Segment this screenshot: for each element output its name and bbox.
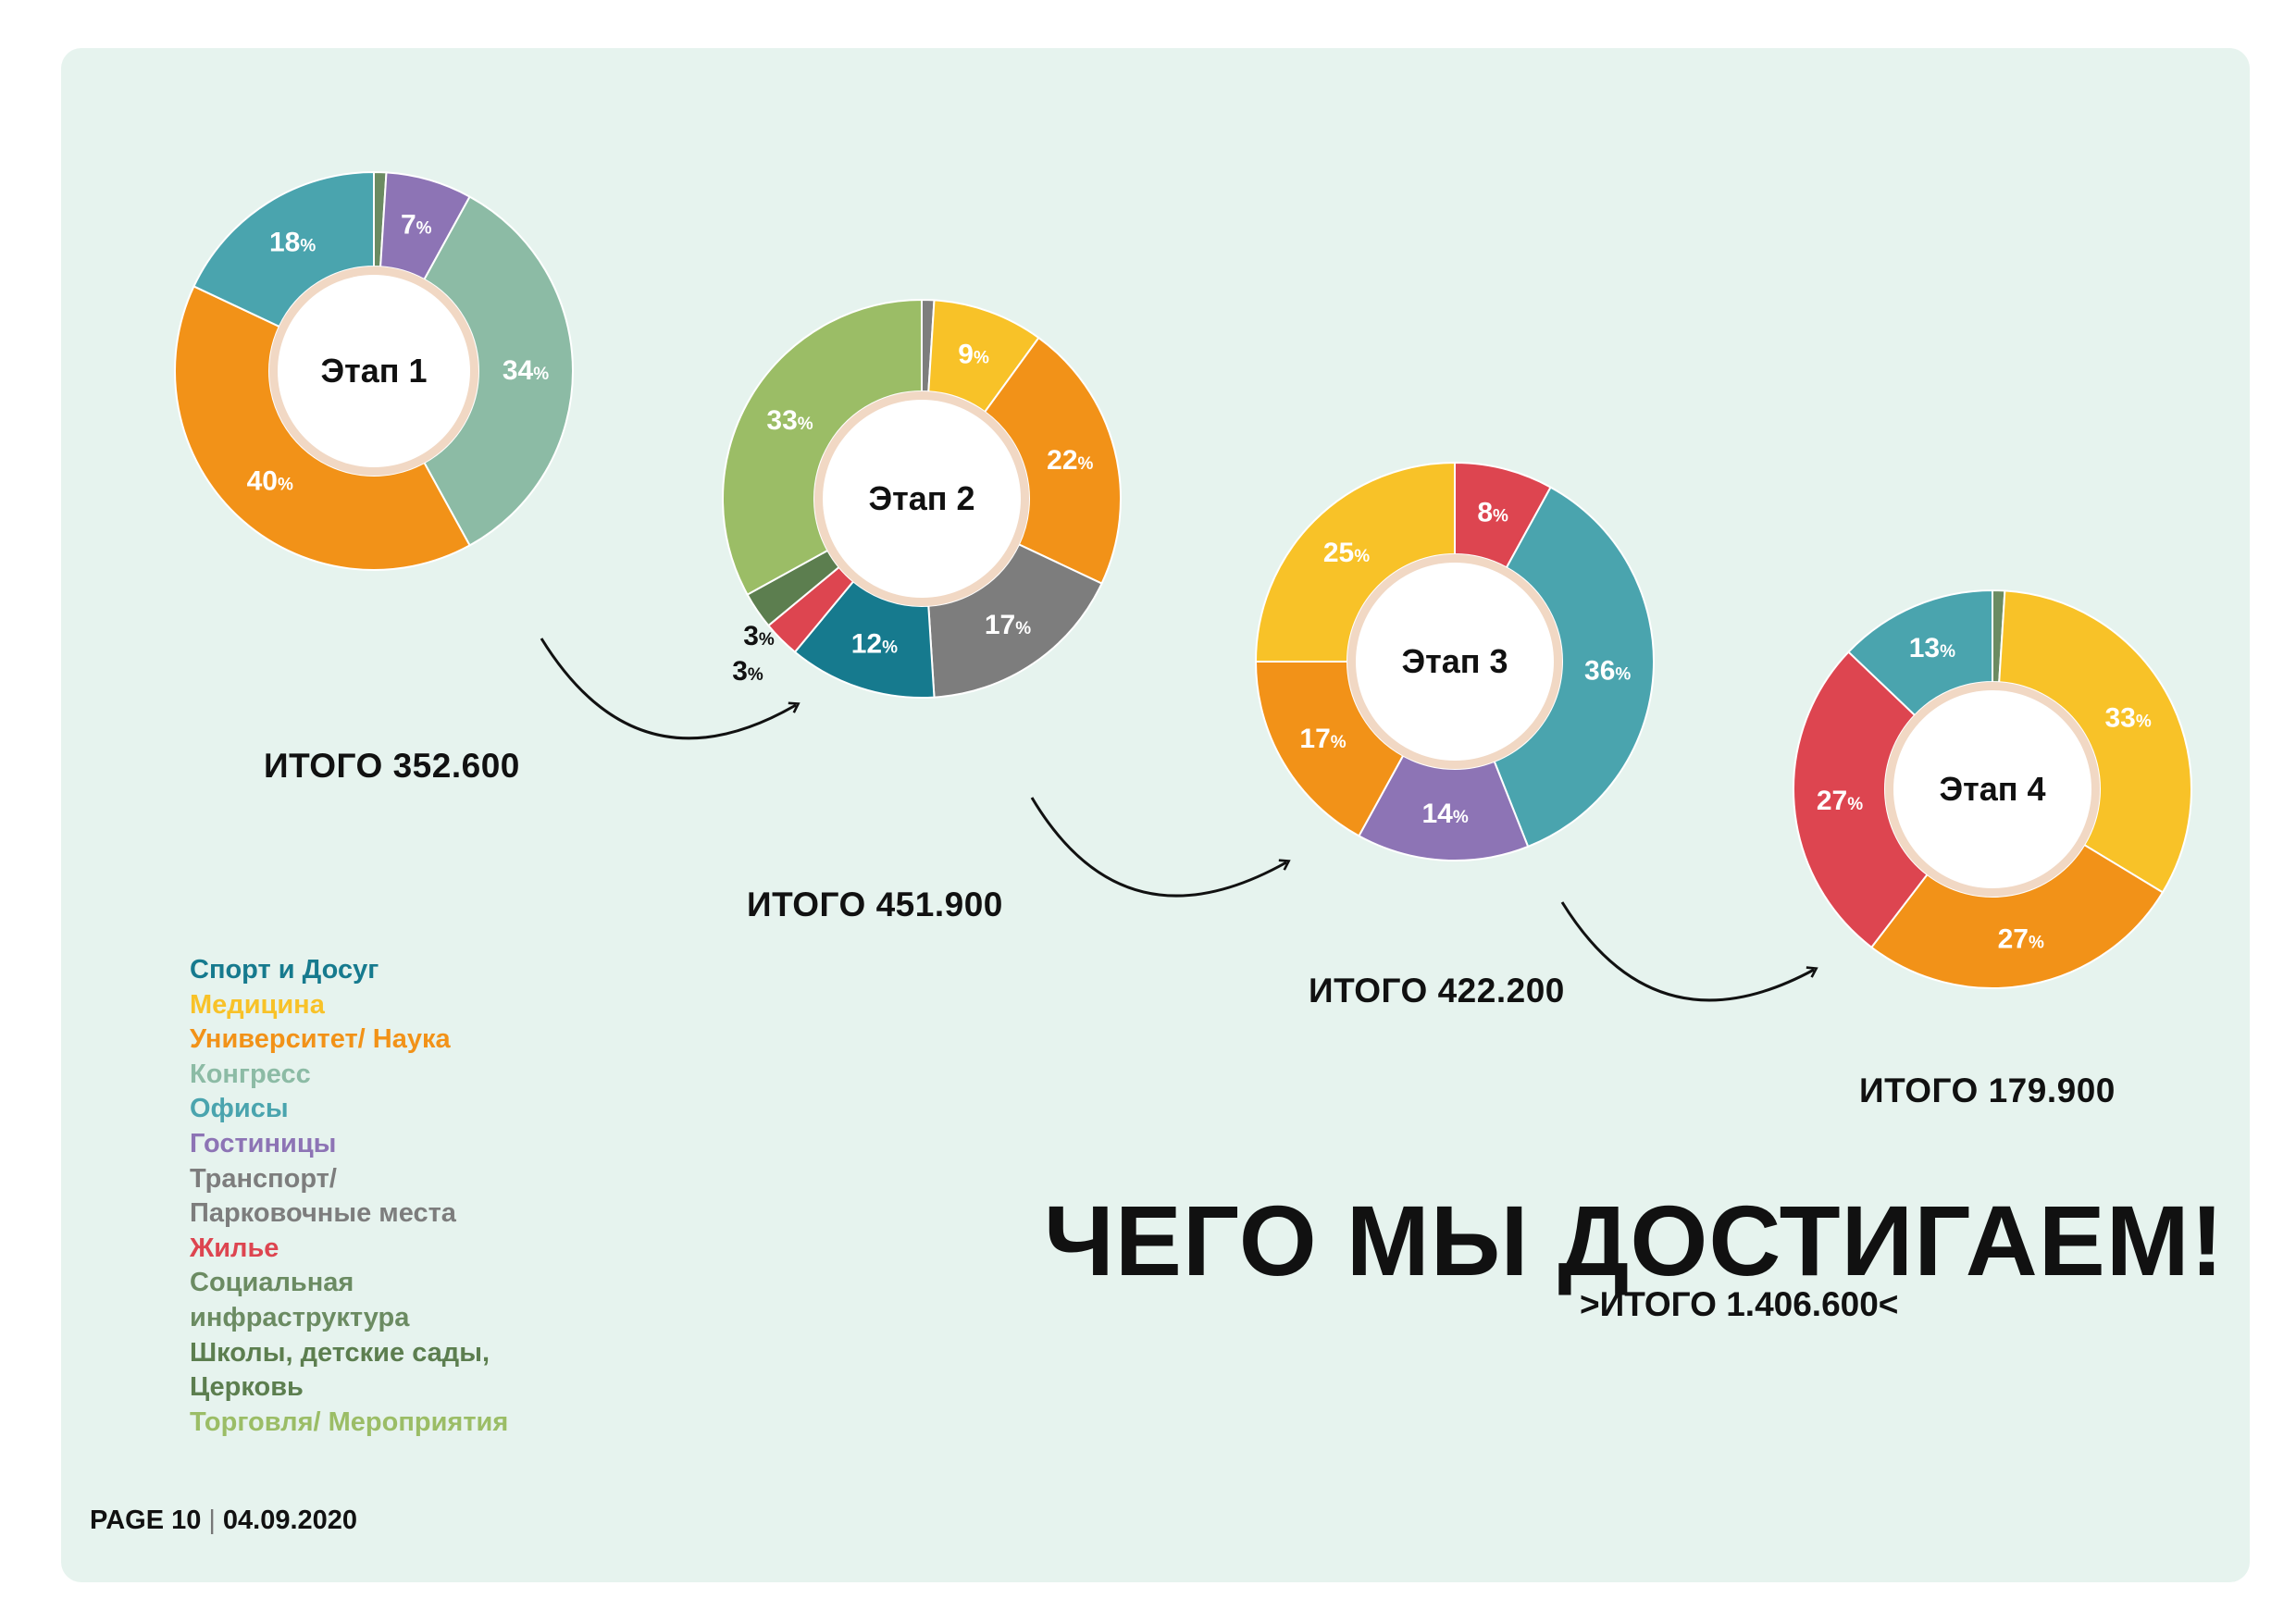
slice-label: 34% — [503, 355, 549, 386]
slice-label: 40% — [247, 466, 293, 497]
donut-center — [823, 400, 1021, 598]
arrow-stage2-to-stage3 — [1030, 797, 1286, 898]
stage-arrows — [540, 638, 1814, 1002]
legend-item: инфраструктура — [190, 1302, 410, 1332]
donut-center — [1356, 563, 1554, 761]
grand-total: >ИТОГО 1.406.600< — [1580, 1285, 1899, 1323]
legend-item: Гостиницы — [190, 1128, 337, 1158]
donut-slice — [423, 195, 574, 547]
slice-label: 12% — [851, 628, 898, 659]
stage1-total: ИТОГО 352.600 — [264, 747, 520, 785]
legend-item: Школы, детские сады, — [190, 1337, 490, 1368]
donut-title: Этап 1 — [320, 352, 427, 390]
legend-item: Церковь — [190, 1372, 304, 1403]
legend: Спорт и Досуг Медицина Университет/ Наука К… — [190, 953, 508, 1440]
legend-item: Жилье — [190, 1233, 279, 1263]
arrow-stage3-to-stage4 — [1560, 901, 1814, 1002]
donut-title: Этап 3 — [1401, 642, 1508, 680]
slice-label: 27% — [1998, 924, 2044, 955]
slice-label: 17% — [985, 610, 1031, 640]
slice-label: 33% — [766, 405, 813, 436]
footer-separator: | — [208, 1505, 216, 1535]
donut-title: Этап 4 — [1939, 770, 2045, 808]
stage2-total: ИТОГО 451.900 — [747, 886, 1003, 923]
legend-item: Парковочные места — [190, 1198, 456, 1229]
legend-item: Торговля/ Мероприятия — [190, 1406, 509, 1437]
legend-item: Транспорт/ — [190, 1163, 337, 1194]
slice-label: 17% — [1299, 724, 1346, 754]
legend-item: Конгресс — [190, 1059, 311, 1089]
slice-label: 27% — [1817, 786, 1863, 816]
arrow-stage1-to-stage2 — [540, 638, 796, 740]
legend-item: Университет/ Наука — [190, 1024, 451, 1055]
donut-center — [1893, 690, 2091, 888]
legend-item: Спорт и Досуг — [190, 955, 379, 985]
legend-item: Социальная — [190, 1268, 354, 1298]
donut-chart-stage3: 8% 36% 14% 17% 25% Этап 3 — [1254, 461, 1655, 861]
slice-label: 22% — [1047, 445, 1093, 476]
donut-center — [278, 275, 470, 467]
slice-label: 7% — [401, 210, 432, 241]
legend-item: Офисы — [190, 1094, 289, 1124]
page-number: PAGE 10 — [90, 1505, 202, 1535]
stage3-total: ИТОГО 422.200 — [1309, 972, 1565, 1010]
slice-label: 18% — [269, 228, 316, 258]
page-footer: PAGE 10 | 04.09.2020 — [90, 1505, 357, 1536]
slice-label: 9% — [958, 339, 989, 369]
footer-date: 04.09.2020 — [222, 1505, 358, 1535]
slice-label: 8% — [1477, 498, 1508, 528]
slice-label: 25% — [1323, 538, 1370, 568]
page-headline: ЧЕГО МЫ ДОСТИГАЕМ! — [1044, 1184, 2225, 1296]
donut-chart-stage4: 33% 27% 27% 13% Этап 4 — [1793, 588, 2192, 989]
slice-label: 33% — [2104, 702, 2151, 733]
slice-label: 36% — [1584, 655, 1631, 686]
slice-label: 14% — [1421, 799, 1468, 829]
legend-item: Медицина — [190, 989, 325, 1020]
slice-label: 3% — [732, 656, 763, 687]
donut-chart-stage1: 7% 34% 40% 18% Этап 1 — [174, 170, 574, 571]
donut-title: Этап 2 — [868, 479, 974, 517]
stage4-total: ИТОГО 179.900 — [1859, 1072, 2116, 1109]
slice-label: 3% — [743, 621, 775, 651]
slice-label: 13% — [1909, 633, 1955, 663]
donut-chart-stage2: 9% 22% 17% 12% 3% 3% 33% Этап 2 — [722, 298, 1122, 699]
